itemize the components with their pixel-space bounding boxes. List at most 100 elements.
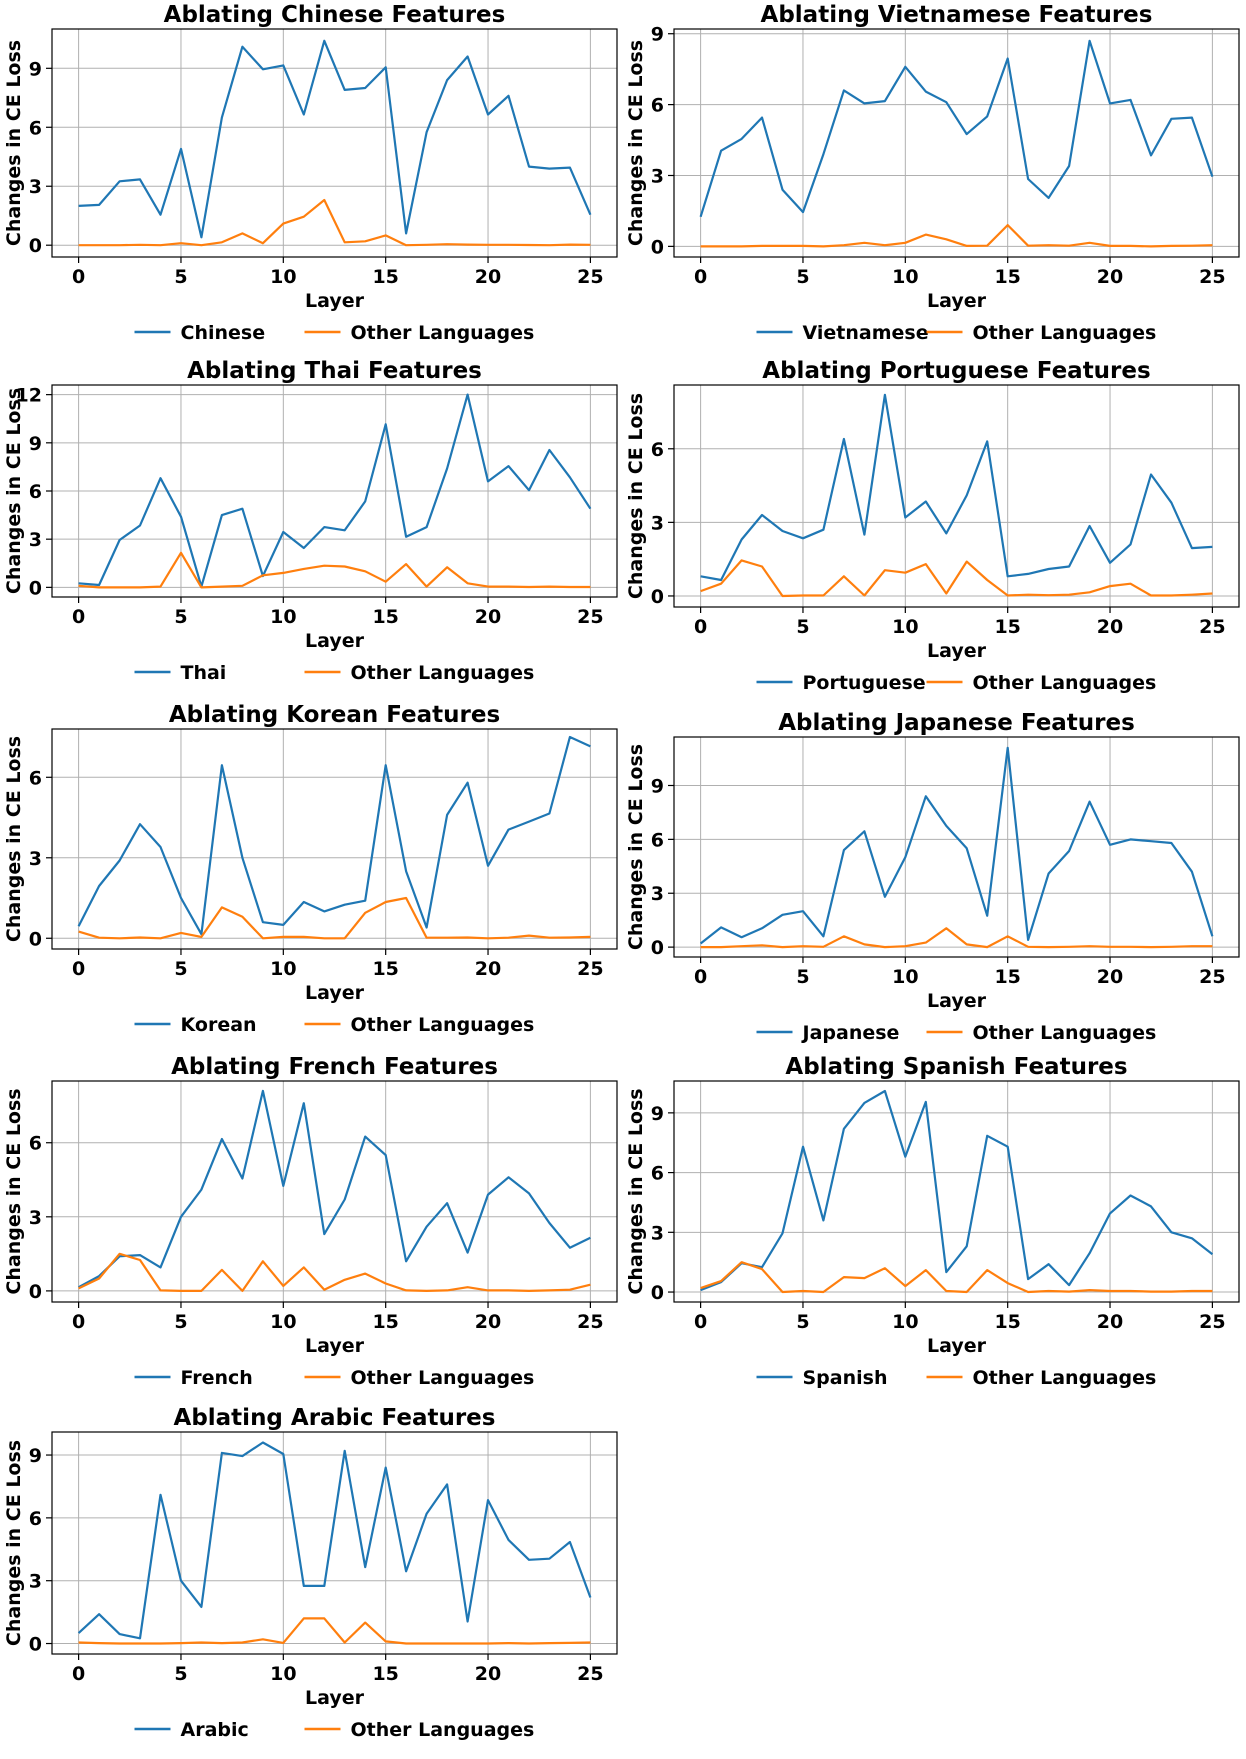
y-tick-label: 6 [651,1163,664,1185]
y-tick-label: 6 [29,117,42,139]
legend-label-primary: Korean [181,1014,257,1036]
y-axis-label: Changes in CE Loss [3,1088,25,1294]
x-axis-label: Layer [927,990,987,1012]
series-line-other-languages [700,224,1213,248]
y-tick-label: 3 [651,883,664,905]
x-tick-label: 5 [174,1311,187,1333]
chart-title: Ablating Korean Features [169,702,500,728]
plot-frame [51,28,618,258]
legend-label-other: Other Languages [351,1719,535,1741]
subplot-6: 0 5 10 15 20 25 0 3 6 Ablating French Features Lay… [3,1054,618,1389]
subplot-0: 0 5 10 15 20 25 0 3 6 9 Ablating Chinese Features L… [3,2,618,344]
y-tick-label: 9 [651,775,664,797]
x-axis-label: Layer [305,290,365,312]
x-tick-label: 25 [1199,266,1225,288]
x-tick-label: 15 [372,958,398,980]
legend-label-other: Other Languages [973,1367,1157,1389]
x-tick-label: 5 [174,1663,187,1685]
y-axis-label: Changes in CE Loss [3,40,25,246]
x-tick-label: 5 [174,958,187,980]
y-tick-label: 6 [651,439,664,461]
x-tick-label: 0 [72,606,85,628]
x-tick-label: 10 [270,1311,296,1333]
chart-title: Ablating Spanish Features [785,1054,1127,1080]
x-axis-label: Layer [305,1335,365,1357]
y-tick-label: 6 [651,829,664,851]
legend-label-other: Other Languages [973,672,1157,694]
subplot-3: 0 5 10 15 20 25 0 3 6 Ablating Portuguese Feature… [625,358,1240,694]
legend-label-primary: Vietnamese [803,322,929,344]
x-tick-label: 20 [475,1311,501,1333]
legend: Thai Other Languages [134,662,535,684]
x-tick-label: 15 [372,266,398,288]
series-line-other-languages [700,927,1213,949]
y-tick-label: 0 [29,1634,42,1656]
x-tick-label: 10 [892,266,918,288]
y-tick-label: 3 [29,176,42,198]
plot-frame [673,736,1240,958]
series-line-other-languages [78,198,591,247]
series-line-primary [78,393,592,588]
x-tick-label: 15 [994,966,1020,988]
series-line-other-languages [78,551,591,589]
chart-title: Ablating Arabic Features [174,1405,496,1431]
x-tick-label: 5 [174,266,187,288]
x-tick-label: 10 [270,606,296,628]
x-tick-label: 0 [694,966,707,988]
legend: Japanese Other Languages [756,1022,1156,1044]
x-axis-label: Layer [305,982,365,1004]
y-tick-label: 6 [29,1133,42,1155]
series-line-primary [699,746,1214,945]
legend-label-primary: Spanish [803,1367,888,1389]
legend-label-other: Other Languages [351,1014,535,1036]
chart-title: Ablating Chinese Features [164,2,506,28]
y-axis-label: Changes in CE Loss [625,393,647,599]
x-tick-label: 20 [1097,616,1123,638]
series-line-other-languages [78,1617,591,1645]
subplot-1: 0 5 10 15 20 25 0 3 6 9 Ablating Vietnamese Featur… [625,2,1240,344]
x-tick-label: 0 [694,266,707,288]
x-tick-label: 0 [72,1311,85,1333]
x-tick-label: 15 [994,616,1020,638]
series-line-other-languages [78,1252,591,1293]
x-tick-label: 5 [796,966,809,988]
legend-label-other: Other Languages [973,322,1157,344]
y-tick-label: 6 [29,481,42,503]
x-tick-label: 20 [1097,1311,1123,1333]
legend: Portuguese Other Languages [756,672,1157,694]
x-tick-label: 5 [796,616,809,638]
legend-label-primary: Japanese [801,1022,900,1044]
x-tick-label: 25 [577,1311,603,1333]
series-line-primary [77,735,591,936]
subplot-8: 0 5 10 15 20 25 0 3 6 9 Ablating Arabic Features La… [3,1405,618,1741]
plot-frame [673,384,1240,608]
x-tick-label: 20 [475,1663,501,1685]
legend-label-primary: French [181,1367,253,1389]
legend-label-other: Other Languages [351,662,535,684]
x-tick-label: 25 [1199,966,1225,988]
x-tick-label: 25 [577,606,603,628]
series-line-primary [77,1441,592,1640]
x-tick-label: 25 [577,1663,603,1685]
legend: Spanish Other Languages [756,1367,1157,1389]
y-tick-label: 3 [29,848,42,870]
y-tick-label: 0 [29,928,42,950]
x-tick-label: 5 [174,606,187,628]
x-axis-label: Layer [927,1335,987,1357]
series-line-primary [78,39,592,239]
y-tick-label: 3 [651,165,664,187]
x-tick-label: 25 [577,266,603,288]
y-tick-label: 0 [29,1281,42,1303]
y-tick-label: 3 [651,512,664,534]
chart-title: Ablating Thai Features [187,358,482,384]
series-line-other-languages [700,1261,1213,1294]
y-tick-label: 0 [29,235,42,257]
y-tick-label: 9 [651,1103,664,1125]
y-tick-label: 0 [651,937,664,959]
legend: Chinese Other Languages [134,322,534,344]
legend-label-primary: Thai [181,662,227,684]
x-axis-label: Layer [305,1687,365,1709]
x-tick-label: 20 [475,266,501,288]
x-tick-label: 10 [892,616,918,638]
x-tick-label: 0 [694,616,707,638]
